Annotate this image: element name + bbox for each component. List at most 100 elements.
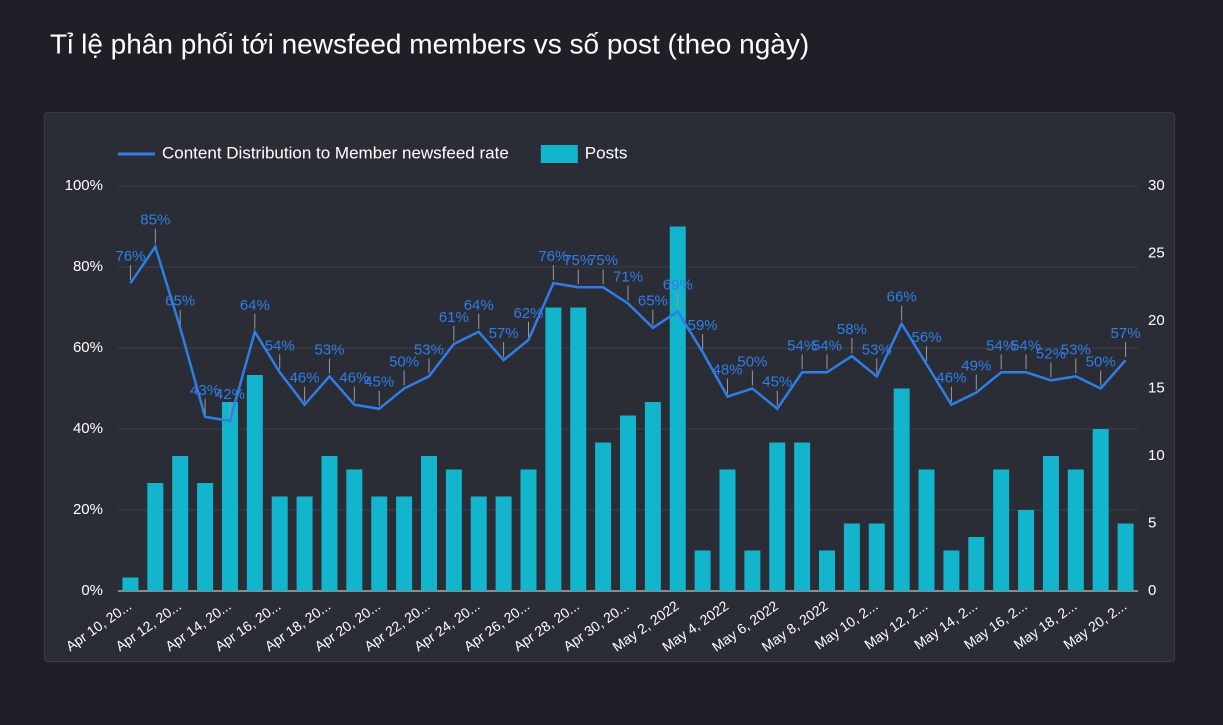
y2-tick-label: 20 (1148, 312, 1165, 329)
data-label: 54% (812, 337, 842, 354)
bar (346, 469, 363, 591)
bar (769, 442, 786, 591)
data-label: 45% (762, 374, 792, 391)
data-label: 54% (986, 337, 1016, 354)
bar (1018, 510, 1035, 591)
bar (147, 483, 164, 591)
bar (246, 375, 263, 591)
bar (1067, 469, 1084, 591)
bar (445, 469, 462, 591)
y-tick-label: 0% (81, 582, 103, 599)
bar (122, 577, 139, 591)
data-label: 53% (314, 341, 344, 358)
data-label: 46% (936, 370, 966, 387)
bar (1092, 429, 1109, 591)
bar (470, 496, 487, 591)
data-label: 76% (115, 248, 145, 265)
data-label: 43% (190, 382, 220, 399)
bar (868, 523, 885, 591)
y-tick-label: 100% (65, 177, 103, 194)
legend-label: Posts (585, 143, 628, 162)
data-label: 64% (240, 297, 270, 314)
data-label: 62% (513, 305, 543, 322)
y2-tick-label: 10 (1148, 447, 1165, 464)
bar (1042, 456, 1059, 591)
data-label: 42% (215, 386, 245, 403)
bar (197, 483, 214, 591)
bar (545, 307, 562, 591)
data-label: 65% (165, 293, 195, 310)
bar (271, 496, 288, 591)
data-label: 71% (613, 268, 643, 285)
y-tick-label: 40% (73, 420, 103, 437)
data-label: 50% (737, 353, 767, 370)
data-label: 85% (140, 212, 170, 229)
bar (719, 469, 736, 591)
data-label: 45% (364, 374, 394, 391)
data-label: 58% (837, 321, 867, 338)
data-label: 53% (862, 341, 892, 358)
y2-tick-label: 5 (1148, 514, 1156, 531)
bar (221, 402, 238, 591)
bar (321, 456, 338, 591)
data-label: 75% (563, 252, 593, 269)
bar (595, 442, 612, 591)
bar (172, 456, 189, 591)
y-tick-label: 80% (73, 258, 103, 275)
bar (968, 537, 985, 591)
data-label: 50% (1086, 353, 1116, 370)
bar (396, 496, 413, 591)
data-label: 46% (339, 370, 369, 387)
data-label: 53% (1061, 341, 1091, 358)
bar (1117, 523, 1134, 591)
bar (644, 402, 661, 591)
bar (893, 388, 910, 591)
data-label: 57% (489, 325, 519, 342)
data-label: 49% (961, 358, 991, 375)
data-label: 46% (290, 370, 320, 387)
bar (993, 469, 1010, 591)
data-label: 76% (538, 248, 568, 265)
bar (918, 469, 935, 591)
bar (420, 456, 437, 591)
data-label: 65% (638, 293, 668, 310)
data-label: 48% (712, 362, 742, 379)
data-label: 54% (787, 337, 817, 354)
bar (794, 442, 811, 591)
data-label: 69% (663, 277, 693, 294)
data-label: 54% (1011, 337, 1041, 354)
bar (296, 496, 313, 591)
y-tick-label: 20% (73, 501, 103, 518)
bar (744, 550, 761, 591)
bar (843, 523, 860, 591)
bar (371, 496, 388, 591)
data-label: 64% (464, 297, 494, 314)
data-label: 61% (439, 309, 469, 326)
bar (819, 550, 836, 591)
y2-tick-label: 25 (1148, 244, 1165, 261)
bar (570, 307, 587, 591)
line (129, 243, 1127, 423)
legend-swatch (540, 145, 578, 163)
legend-label: Content Distribution to Member newsfeed … (162, 143, 509, 162)
chart-title: Tỉ lệ phân phối tới newsfeed members vs … (50, 28, 809, 59)
bar (943, 550, 960, 591)
data-label: 59% (688, 317, 718, 334)
data-label: 66% (887, 289, 917, 306)
data-label: 57% (1111, 325, 1141, 342)
bar (620, 415, 636, 591)
bar (495, 496, 512, 591)
y2-tick-label: 15 (1148, 379, 1165, 396)
data-label: 54% (265, 337, 295, 354)
y-tick-label: 60% (73, 339, 103, 356)
bar (694, 550, 711, 591)
y2-tick-label: 0 (1148, 582, 1156, 599)
data-label: 52% (1036, 345, 1066, 362)
data-label: 53% (414, 341, 444, 358)
bar (520, 469, 537, 591)
data-label: 75% (588, 252, 618, 269)
data-label: 56% (912, 329, 942, 346)
y2-tick-label: 30 (1148, 177, 1165, 194)
data-label: 50% (389, 353, 419, 370)
